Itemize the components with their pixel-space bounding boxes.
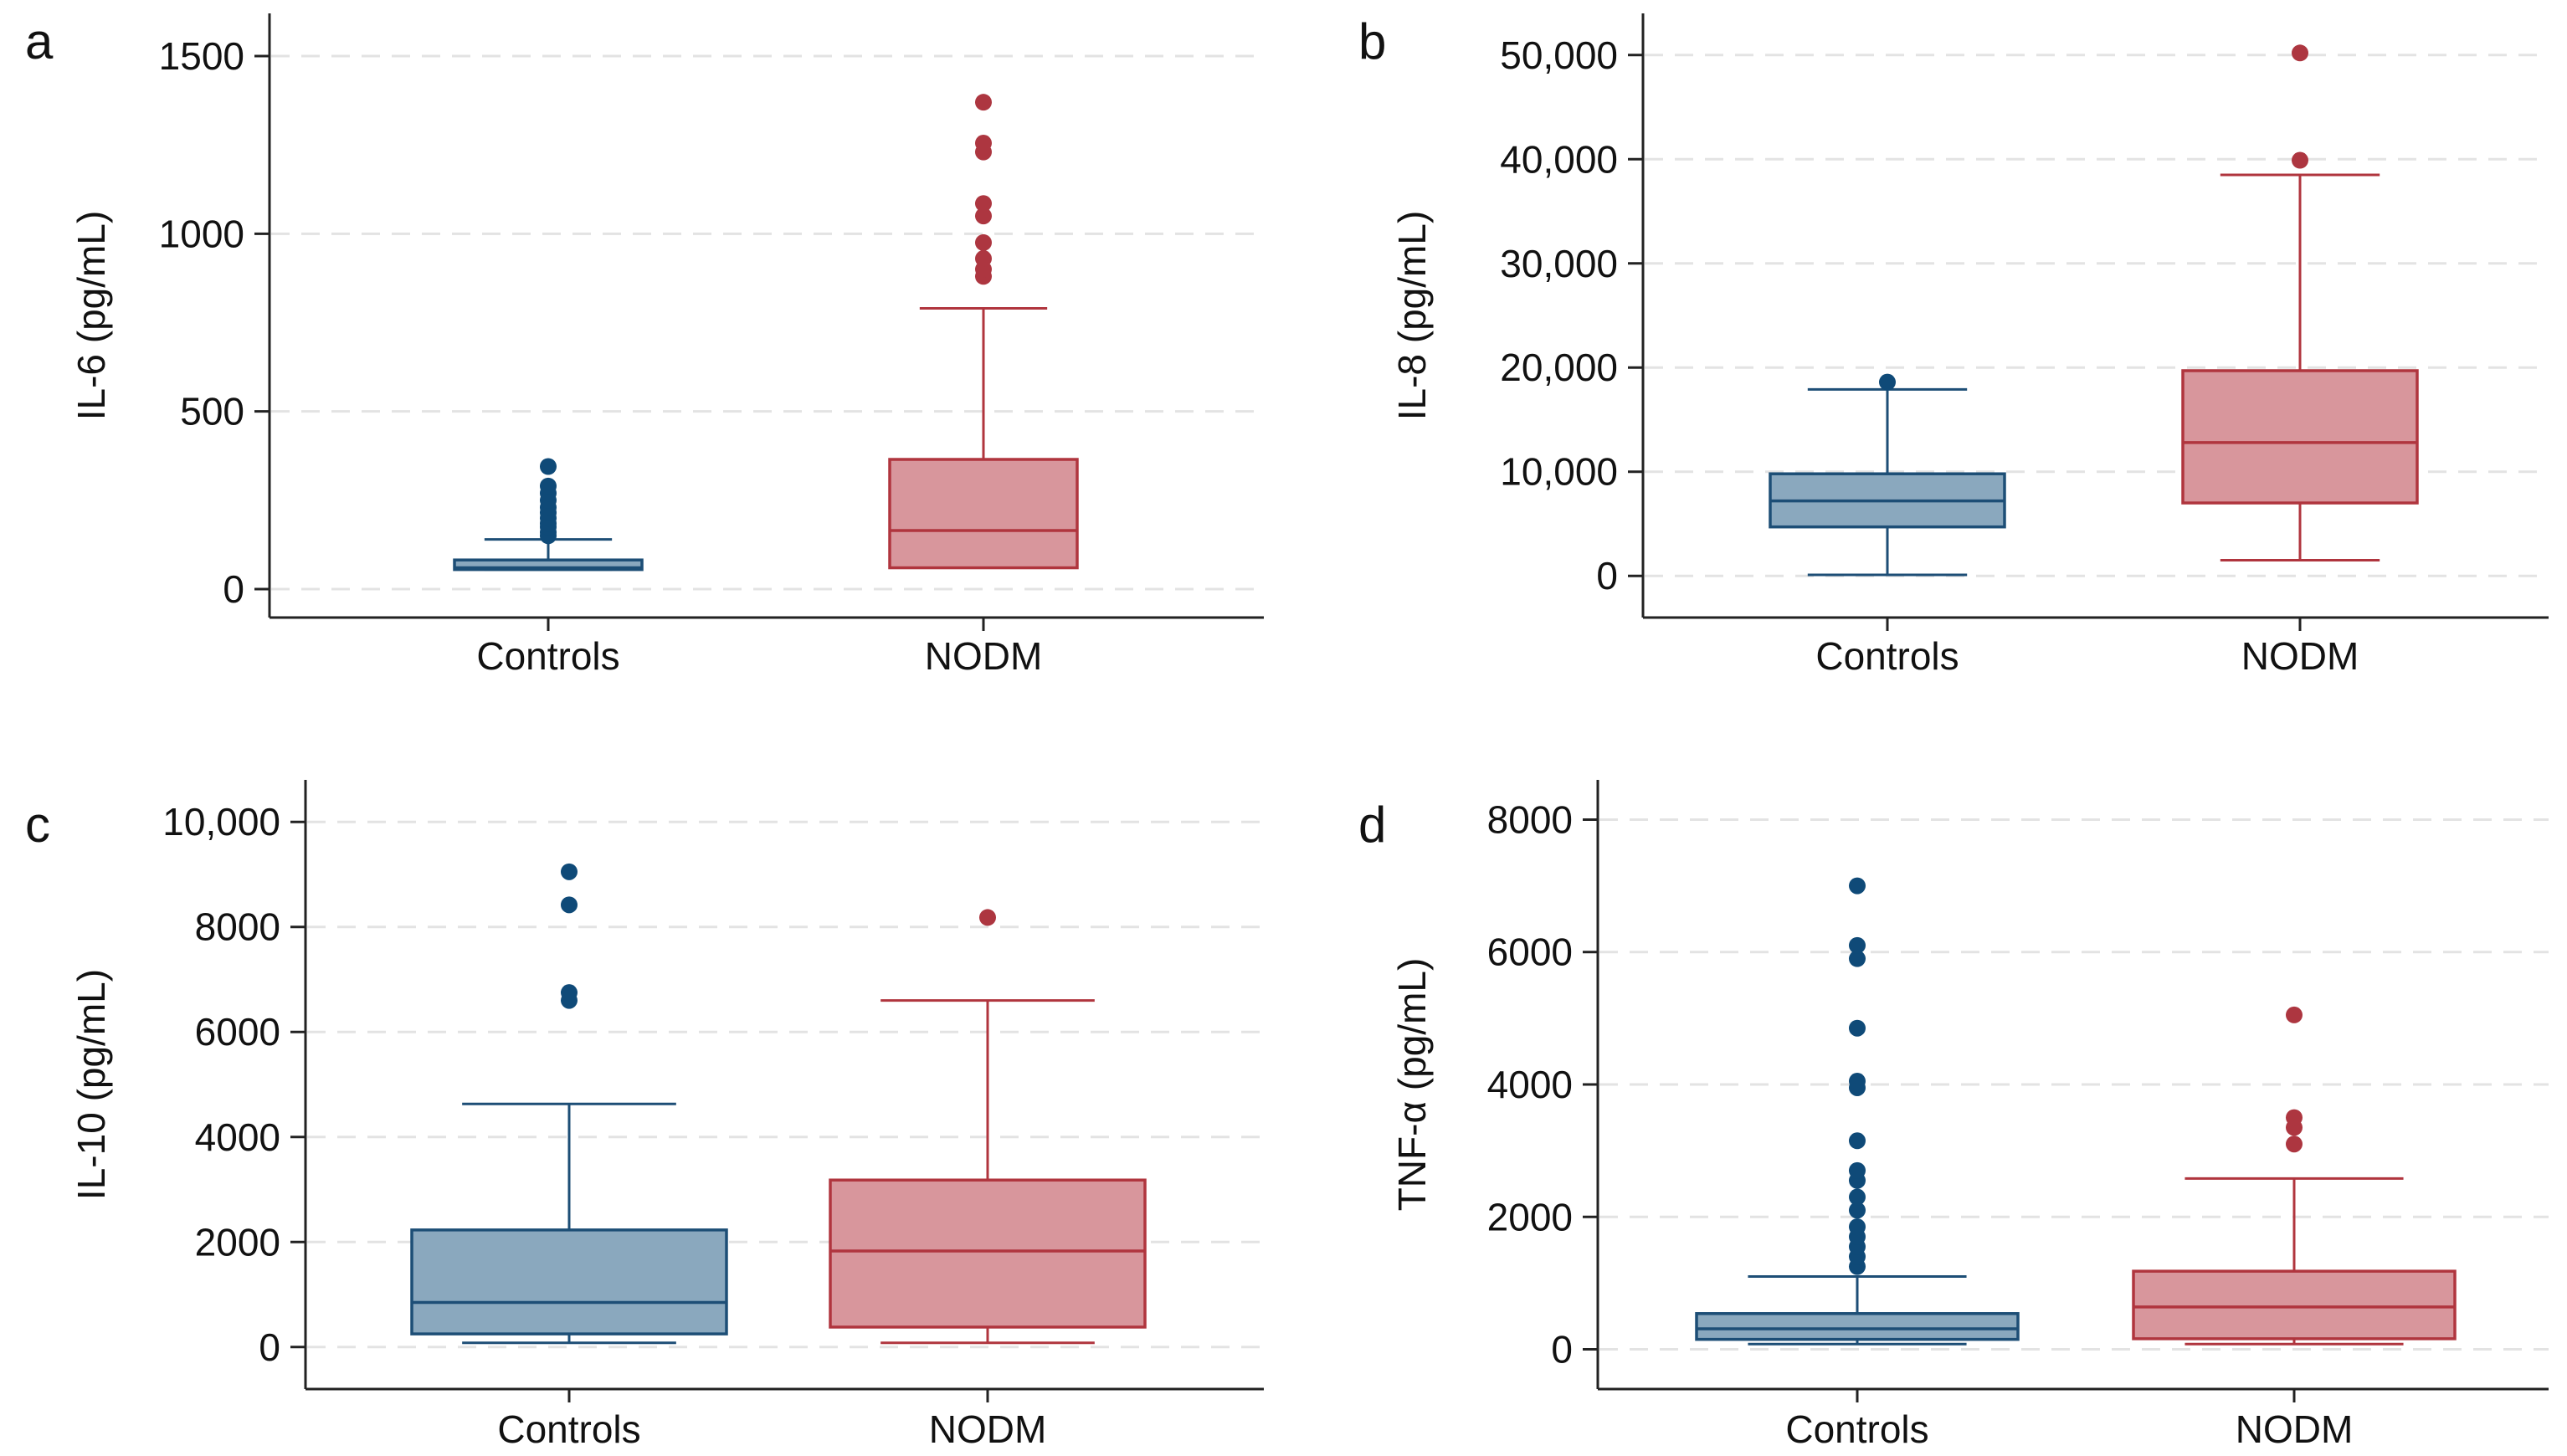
il6-boxplot: a 0 500 1000 1500 IL-6 (pg/mL) Controls NODM (25, 13, 1264, 678)
y-axis-title: TNF-α (pg/mL) (1390, 958, 1434, 1212)
outlier-point (1849, 1218, 1866, 1236)
outlier-point (1879, 373, 1896, 391)
outlier-point (540, 477, 557, 495)
outlier-point (561, 863, 578, 880)
x-tick-label: NODM (2241, 634, 2359, 678)
outlier-point (2286, 1136, 2303, 1153)
nodm-box-group (829, 909, 1147, 1345)
outlier-point (1849, 877, 1866, 895)
y-tick-label: 6000 (1487, 931, 1573, 974)
iqr-box (829, 1178, 1147, 1329)
iqr-box (2132, 1269, 2457, 1341)
outlier-point (1849, 1073, 1866, 1090)
panel-b: b 0 10,000 20,000 30,000 40,000 50,000 IL-8 (pg… (1283, 0, 2567, 728)
il8-boxplot: b 0 10,000 20,000 30,000 40,000 50,000 IL-8 (pg… (1358, 13, 2549, 678)
y-tick-label: 40,000 (1500, 137, 1618, 181)
panel-a: a 0 500 1000 1500 IL-6 (pg/mL) Controls NODM (0, 0, 1283, 728)
iqr-box (1695, 1312, 2020, 1341)
x-tick-label: NODM (2236, 1407, 2354, 1451)
y-tick-label: 0 (259, 1325, 280, 1369)
controls-box-group (1769, 373, 2006, 577)
controls-box-group (453, 458, 644, 572)
y-tick-label: 0 (223, 567, 244, 611)
y-axis-title: IL-6 (pg/mL) (69, 211, 113, 421)
y-tick-label: 0 (1596, 554, 1618, 597)
il10-boxplot: c 0 2000 4000 6000 8000 10,000 IL-10 (pg/mL) Con… (25, 780, 1264, 1451)
y-tick-label: 4000 (195, 1115, 280, 1159)
tnfa-boxplot: d 0 2000 4000 6000 8000 TNF-α (pg/mL) Controls N… (1358, 780, 2549, 1451)
y-tick-label: 20,000 (1500, 346, 1618, 389)
nodm-box-group (888, 94, 1079, 570)
outlier-point (561, 896, 578, 914)
y-axis-title: IL-8 (pg/mL) (1390, 211, 1434, 421)
iqr-box (888, 458, 1079, 570)
x-tick-label: Controls (1785, 1407, 1928, 1451)
y-axis-title: IL-10 (pg/mL) (69, 969, 113, 1200)
y-tick-label: 2000 (1487, 1195, 1573, 1238)
y-tick-label: 50,000 (1500, 33, 1618, 77)
outlier-point (975, 135, 992, 152)
panel-letter: c (25, 797, 50, 853)
outlier-point (1849, 1019, 1866, 1037)
panel-letter: d (1358, 797, 1386, 853)
outlier-point (1849, 1132, 1866, 1150)
outlier-point (979, 909, 996, 926)
outlier-point (975, 233, 992, 251)
y-tick-label: 8000 (1487, 797, 1573, 841)
x-tick-label: Controls (1815, 634, 1959, 678)
x-tick-label: Controls (497, 1407, 640, 1451)
outlier-point (561, 984, 578, 1002)
panel-c: c 0 2000 4000 6000 8000 10,000 IL-10 (pg/mL) Con… (0, 728, 1283, 1456)
controls-box-group (410, 863, 728, 1345)
outlier-point (1849, 1188, 1866, 1206)
panel-letter: a (25, 13, 54, 69)
y-tick-label: 500 (180, 390, 244, 433)
nodm-box-group (2132, 1006, 2457, 1346)
outlier-point (975, 208, 992, 225)
iqr-box (453, 558, 644, 572)
outlier-point (975, 94, 992, 111)
outlier-point (1849, 1161, 1866, 1179)
outlier-point (2292, 44, 2308, 62)
panel-d: d 0 2000 4000 6000 8000 TNF-α (pg/mL) Controls N… (1283, 728, 2567, 1456)
iqr-box (2181, 369, 2419, 505)
nodm-box-group (2181, 44, 2419, 562)
y-tick-label: 0 (1551, 1328, 1573, 1371)
outlier-point (2286, 1109, 2303, 1126)
y-tick-label: 30,000 (1500, 242, 1618, 285)
y-tick-label: 10,000 (1500, 450, 1618, 494)
x-tick-label: NODM (929, 1407, 1047, 1451)
y-tick-label: 4000 (1487, 1063, 1573, 1106)
y-tick-label: 6000 (195, 1010, 280, 1054)
outlier-point (1849, 1202, 1866, 1219)
outlier-point (975, 195, 992, 213)
x-tick-label: Controls (476, 634, 619, 678)
outlier-point (540, 458, 557, 475)
outlier-point (2286, 1006, 2303, 1023)
outlier-point (1849, 936, 1866, 954)
outlier-point (2292, 151, 2308, 169)
y-tick-label: 1500 (159, 34, 244, 78)
panel-letter: b (1358, 13, 1386, 69)
outlier-point (975, 250, 992, 268)
iqr-box (410, 1228, 728, 1336)
x-tick-label: NODM (925, 634, 1043, 678)
y-tick-label: 1000 (159, 212, 244, 255)
controls-box-group (1695, 877, 2020, 1346)
outlier-point (1849, 950, 1866, 967)
y-tick-label: 2000 (195, 1220, 280, 1264)
y-tick-label: 8000 (195, 905, 280, 949)
y-tick-label: 10,000 (162, 800, 280, 843)
